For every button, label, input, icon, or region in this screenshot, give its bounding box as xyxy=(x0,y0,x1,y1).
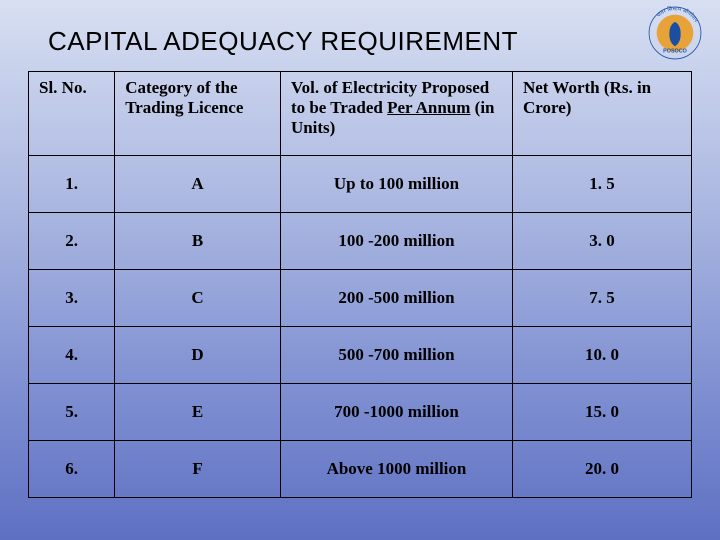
cell-sl: 1. xyxy=(29,156,115,213)
cell-net: 20. 0 xyxy=(512,441,691,498)
capital-adequacy-table: Sl. No. Category of the Trading Licence … xyxy=(28,71,692,498)
logo-inner-text: POSOCO xyxy=(663,48,687,54)
cell-sl: 5. xyxy=(29,384,115,441)
cell-cat: A xyxy=(115,156,281,213)
cell-vol: Up to 100 million xyxy=(280,156,512,213)
cell-sl: 6. xyxy=(29,441,115,498)
cell-sl: 3. xyxy=(29,270,115,327)
table-row: 5. E 700 -1000 million 15. 0 xyxy=(29,384,692,441)
cell-vol: 700 -1000 million xyxy=(280,384,512,441)
cell-cat: D xyxy=(115,327,281,384)
cell-vol: Above 1000 million xyxy=(280,441,512,498)
col-header-sl: Sl. No. xyxy=(29,72,115,156)
cell-net: 3. 0 xyxy=(512,213,691,270)
cell-sl: 2. xyxy=(29,213,115,270)
cell-net: 15. 0 xyxy=(512,384,691,441)
cell-cat: B xyxy=(115,213,281,270)
col-header-net: Net Worth (Rs. in Crore) xyxy=(512,72,691,156)
col-header-cat: Category of the Trading Licence xyxy=(115,72,281,156)
table-header-row: Sl. No. Category of the Trading Licence … xyxy=(29,72,692,156)
table-row: 1. A Up to 100 million 1. 5 xyxy=(29,156,692,213)
cell-cat: E xyxy=(115,384,281,441)
cell-vol: 200 -500 million xyxy=(280,270,512,327)
cell-vol: 500 -700 million xyxy=(280,327,512,384)
cell-net: 7. 5 xyxy=(512,270,691,327)
cell-net: 10. 0 xyxy=(512,327,691,384)
cell-sl: 4. xyxy=(29,327,115,384)
cell-net: 1. 5 xyxy=(512,156,691,213)
table-row: 2. B 100 -200 million 3. 0 xyxy=(29,213,692,270)
col-header-vol: Vol. of Electricity Proposed to be Trade… xyxy=(280,72,512,156)
cell-vol: 100 -200 million xyxy=(280,213,512,270)
table-body: 1. A Up to 100 million 1. 5 2. B 100 -20… xyxy=(29,156,692,498)
table-row: 4. D 500 -700 million 10. 0 xyxy=(29,327,692,384)
cell-cat: C xyxy=(115,270,281,327)
table-row: 3. C 200 -500 million 7. 5 xyxy=(29,270,692,327)
posoco-logo: पावर सिस्टम ऑपरेशन POSOCO xyxy=(648,6,702,60)
table-row: 6. F Above 1000 million 20. 0 xyxy=(29,441,692,498)
cell-cat: F xyxy=(115,441,281,498)
page-title: CAPITAL ADEQUACY REQUIREMENT xyxy=(48,26,692,57)
